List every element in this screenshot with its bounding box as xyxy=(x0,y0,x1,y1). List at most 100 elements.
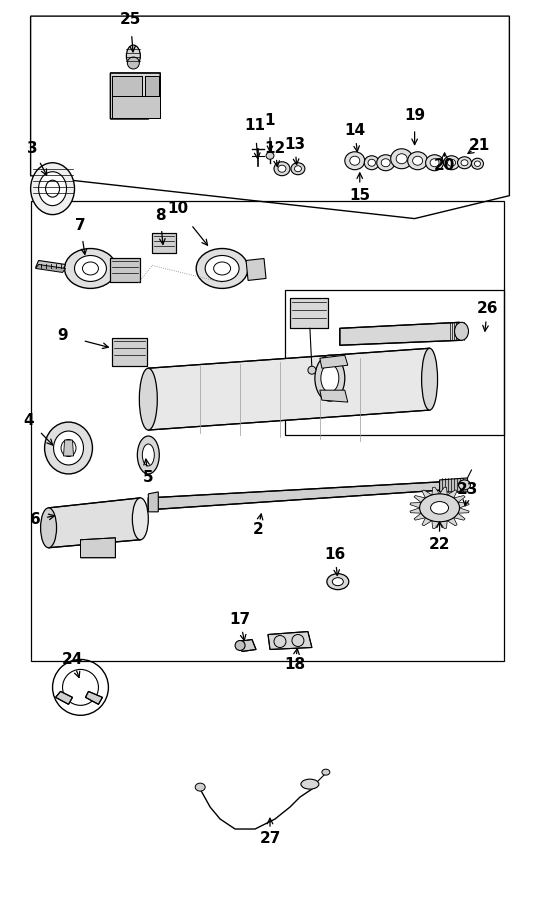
Ellipse shape xyxy=(364,155,379,170)
Ellipse shape xyxy=(430,159,439,167)
Ellipse shape xyxy=(137,436,159,474)
Text: 19: 19 xyxy=(404,109,425,123)
Ellipse shape xyxy=(332,577,343,585)
Ellipse shape xyxy=(266,153,274,159)
Ellipse shape xyxy=(132,497,149,540)
Text: 24: 24 xyxy=(62,652,83,667)
Ellipse shape xyxy=(443,155,460,170)
Bar xyxy=(112,76,143,96)
Ellipse shape xyxy=(274,162,290,176)
Ellipse shape xyxy=(448,159,456,166)
Polygon shape xyxy=(238,639,256,651)
Text: 9: 9 xyxy=(57,328,68,343)
Text: 5: 5 xyxy=(143,471,153,486)
Polygon shape xyxy=(64,440,73,456)
Ellipse shape xyxy=(426,154,443,171)
Ellipse shape xyxy=(294,166,301,172)
Polygon shape xyxy=(414,513,426,520)
Ellipse shape xyxy=(53,431,84,465)
Polygon shape xyxy=(432,487,440,495)
Text: 1: 1 xyxy=(265,113,275,128)
Polygon shape xyxy=(36,260,65,270)
Bar xyxy=(112,76,143,96)
Ellipse shape xyxy=(327,574,349,590)
Ellipse shape xyxy=(139,368,157,430)
Ellipse shape xyxy=(461,160,468,166)
Bar xyxy=(152,233,176,252)
Text: 11: 11 xyxy=(245,119,266,133)
Ellipse shape xyxy=(455,322,469,340)
Text: 26: 26 xyxy=(477,301,498,316)
Text: 8: 8 xyxy=(155,208,166,223)
Polygon shape xyxy=(36,265,65,272)
Polygon shape xyxy=(268,631,312,649)
Ellipse shape xyxy=(75,256,106,281)
Ellipse shape xyxy=(422,348,437,410)
Polygon shape xyxy=(80,538,116,558)
Bar xyxy=(290,298,328,329)
Ellipse shape xyxy=(377,154,395,171)
Text: 16: 16 xyxy=(324,547,346,562)
Text: 12: 12 xyxy=(265,141,286,156)
Polygon shape xyxy=(148,482,444,510)
Bar xyxy=(285,290,504,435)
Ellipse shape xyxy=(196,249,248,288)
Ellipse shape xyxy=(126,45,140,67)
Ellipse shape xyxy=(315,356,345,401)
Polygon shape xyxy=(246,259,266,280)
Text: 27: 27 xyxy=(259,832,281,847)
Text: 14: 14 xyxy=(344,123,366,138)
Polygon shape xyxy=(410,503,421,508)
Text: 6: 6 xyxy=(30,513,41,527)
Ellipse shape xyxy=(430,502,449,515)
Ellipse shape xyxy=(408,152,428,170)
Bar xyxy=(145,76,159,96)
Polygon shape xyxy=(454,496,465,503)
Polygon shape xyxy=(340,322,462,345)
Text: 17: 17 xyxy=(230,612,251,627)
Ellipse shape xyxy=(322,770,330,775)
Ellipse shape xyxy=(458,480,470,490)
Text: 21: 21 xyxy=(469,138,490,154)
Ellipse shape xyxy=(38,172,66,206)
Polygon shape xyxy=(410,508,421,513)
Ellipse shape xyxy=(45,422,92,474)
Polygon shape xyxy=(440,478,468,492)
Bar xyxy=(152,233,176,252)
Text: 10: 10 xyxy=(168,201,189,216)
Ellipse shape xyxy=(143,444,154,466)
Ellipse shape xyxy=(396,154,407,163)
Ellipse shape xyxy=(291,163,305,175)
Ellipse shape xyxy=(40,508,57,548)
Ellipse shape xyxy=(278,165,286,172)
Polygon shape xyxy=(85,691,103,704)
Polygon shape xyxy=(49,497,140,548)
Text: 2: 2 xyxy=(253,523,264,537)
Text: 7: 7 xyxy=(75,218,86,233)
Polygon shape xyxy=(110,73,160,119)
Bar xyxy=(110,259,140,283)
Text: 23: 23 xyxy=(457,482,478,497)
Ellipse shape xyxy=(301,779,319,789)
Polygon shape xyxy=(422,490,432,498)
Ellipse shape xyxy=(195,783,205,791)
Text: 4: 4 xyxy=(23,412,34,427)
Text: 22: 22 xyxy=(429,537,450,552)
Polygon shape xyxy=(440,521,447,529)
Ellipse shape xyxy=(381,159,390,167)
Polygon shape xyxy=(414,496,426,503)
Ellipse shape xyxy=(368,159,375,166)
Ellipse shape xyxy=(321,365,339,392)
Polygon shape xyxy=(458,503,469,508)
Ellipse shape xyxy=(413,156,423,165)
Text: 15: 15 xyxy=(349,189,370,203)
Bar xyxy=(31,200,504,662)
Ellipse shape xyxy=(471,158,483,169)
Polygon shape xyxy=(454,513,465,520)
Polygon shape xyxy=(447,490,457,498)
Text: 25: 25 xyxy=(120,12,141,27)
Bar xyxy=(112,96,160,118)
Ellipse shape xyxy=(475,161,481,166)
Ellipse shape xyxy=(308,366,316,374)
Polygon shape xyxy=(447,518,457,525)
